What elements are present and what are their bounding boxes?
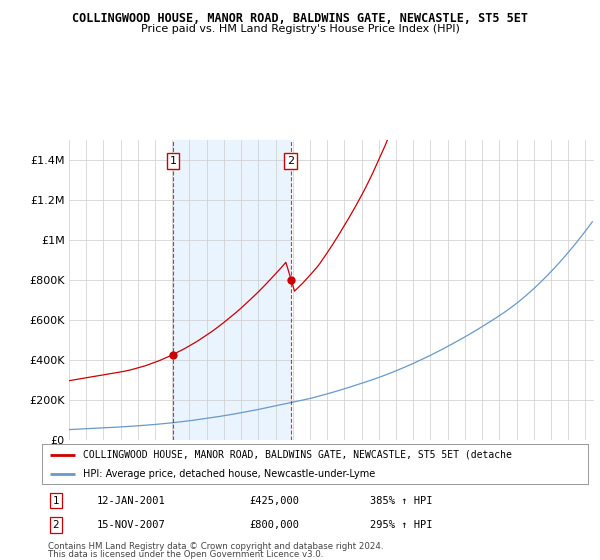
Text: 1: 1 <box>52 496 59 506</box>
Text: 385% ↑ HPI: 385% ↑ HPI <box>370 496 432 506</box>
Text: 295% ↑ HPI: 295% ↑ HPI <box>370 520 432 530</box>
Bar <box>173 140 291 440</box>
Text: This data is licensed under the Open Government Licence v3.0.: This data is licensed under the Open Gov… <box>48 550 323 559</box>
Text: HPI: Average price, detached house, Newcastle-under-Lyme: HPI: Average price, detached house, Newc… <box>83 469 375 478</box>
Text: COLLINGWOOD HOUSE, MANOR ROAD, BALDWINS GATE, NEWCASTLE, ST5 5ET (detache: COLLINGWOOD HOUSE, MANOR ROAD, BALDWINS … <box>83 450 512 460</box>
Text: 15-NOV-2007: 15-NOV-2007 <box>97 520 166 530</box>
Text: Contains HM Land Registry data © Crown copyright and database right 2024.: Contains HM Land Registry data © Crown c… <box>48 542 383 550</box>
Text: £425,000: £425,000 <box>250 496 299 506</box>
Text: 12-JAN-2001: 12-JAN-2001 <box>97 496 166 506</box>
Text: £800,000: £800,000 <box>250 520 299 530</box>
Text: Price paid vs. HM Land Registry's House Price Index (HPI): Price paid vs. HM Land Registry's House … <box>140 24 460 34</box>
Text: 2: 2 <box>287 156 294 166</box>
Text: 2: 2 <box>52 520 59 530</box>
Text: COLLINGWOOD HOUSE, MANOR ROAD, BALDWINS GATE, NEWCASTLE, ST5 5ET: COLLINGWOOD HOUSE, MANOR ROAD, BALDWINS … <box>72 12 528 25</box>
Text: 1: 1 <box>169 156 176 166</box>
